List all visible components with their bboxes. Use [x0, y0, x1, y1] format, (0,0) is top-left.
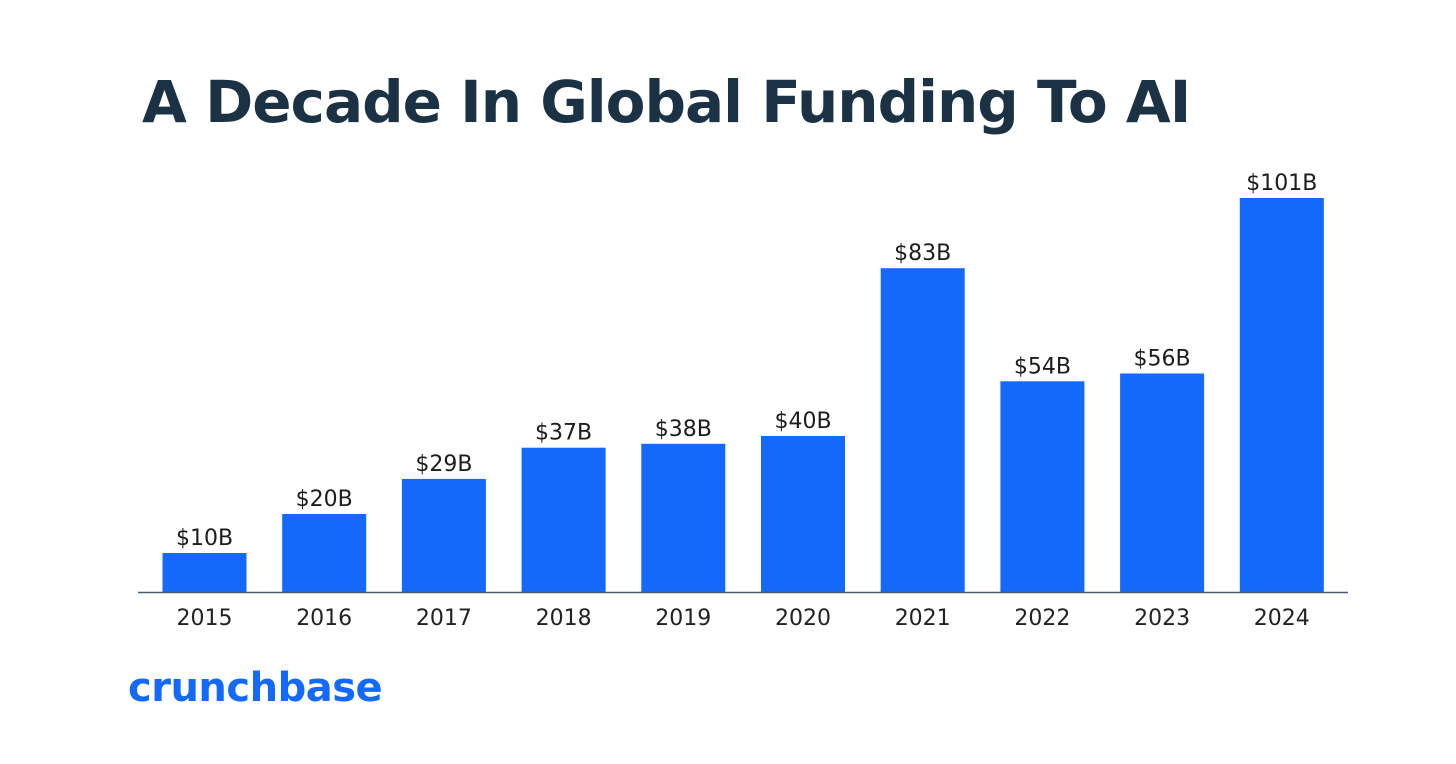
- bar-2015: [162, 553, 247, 592]
- value-label-2022: $54B: [1014, 354, 1071, 379]
- value-labels-group: $10B $20B $29B $37B $38B $40B $83B $54B $56B $101…: [176, 171, 1317, 551]
- x-tick-label-2023: 2023: [1134, 606, 1190, 631]
- value-label-2019: $38B: [655, 417, 712, 442]
- value-label-2016: $20B: [296, 487, 353, 512]
- x-tick-label-2024: 2024: [1254, 606, 1310, 631]
- value-label-2015: $10B: [176, 526, 233, 551]
- x-tick-label-2020: 2020: [775, 606, 831, 631]
- bar-2018: [521, 447, 606, 592]
- bar-2021: [880, 268, 965, 592]
- bar-2024: [1239, 198, 1324, 592]
- value-label-2018: $37B: [535, 421, 592, 446]
- value-label-2017: $29B: [415, 452, 472, 477]
- bar-2019: [641, 443, 726, 592]
- bar-2017: [401, 478, 486, 592]
- chart-title: A Decade In Global Funding To AI: [142, 68, 1191, 136]
- bar-2020: [761, 436, 845, 592]
- x-tick-label-2017: 2017: [416, 606, 472, 631]
- value-label-2024: $101B: [1246, 171, 1317, 196]
- x-tick-label-2016: 2016: [296, 606, 352, 631]
- x-tick-label-2022: 2022: [1014, 606, 1070, 631]
- bar-2016: [282, 514, 367, 592]
- bars-group: [162, 198, 1324, 592]
- x-tick-label-2019: 2019: [655, 606, 711, 631]
- x-tick-label-2015: 2015: [177, 606, 233, 631]
- x-tick-labels-group: 2015 2016 2017 2018 2019 2020 2021 2022 2023 2024: [177, 606, 1310, 631]
- value-label-2023: $56B: [1134, 347, 1191, 372]
- x-tick-label-2021: 2021: [895, 606, 951, 631]
- value-label-2020: $40B: [774, 409, 831, 434]
- bar-2023: [1120, 373, 1205, 592]
- x-tick-label-2018: 2018: [536, 606, 592, 631]
- crunchbase-logo: crunchbase: [128, 665, 383, 711]
- value-label-2021: $83B: [894, 241, 951, 266]
- bar-2022: [1000, 381, 1085, 592]
